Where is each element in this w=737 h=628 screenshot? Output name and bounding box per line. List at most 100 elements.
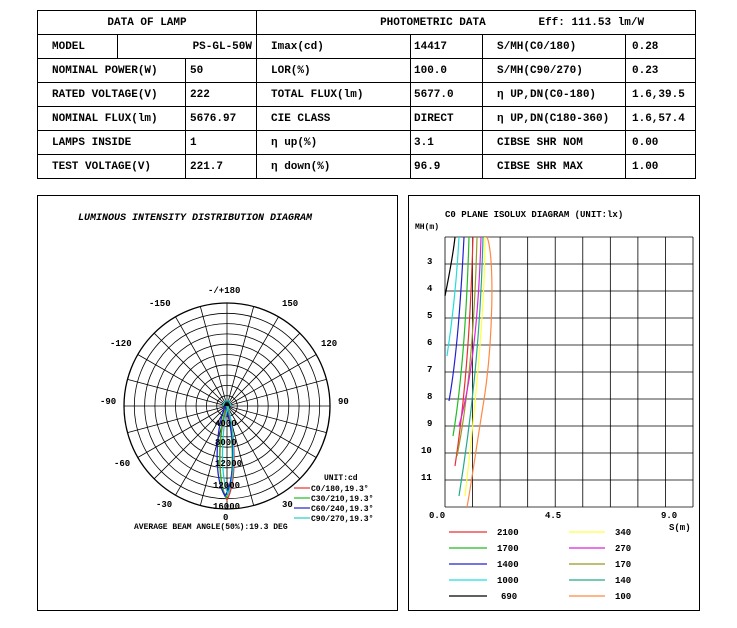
value-test-voltage: 221.7 xyxy=(185,154,257,179)
iso-legend-100: 100 xyxy=(615,592,631,602)
polar-spoke xyxy=(226,405,317,458)
value-eta-up: 3.1 xyxy=(410,130,483,155)
photometric-table: DATA OF LAMP PHOTOMETRIC DATA Eff: 111.5… xyxy=(37,10,696,179)
ytick-5: 5 xyxy=(427,311,432,321)
polar-curves xyxy=(216,399,235,502)
ring-label-4000: 4000 xyxy=(215,419,237,429)
isolux-curve xyxy=(454,236,474,467)
value-imax: 14417 xyxy=(410,34,483,59)
value-smh-c0: 0.28 xyxy=(625,34,696,59)
isolux-ylabel: MH(m) xyxy=(415,223,439,232)
photometric-header: PHOTOMETRIC DATA Eff: 111.53 lm/W xyxy=(256,10,696,35)
value-eta-c0: 1.6,39.5 xyxy=(625,82,696,107)
isolux-curve xyxy=(458,236,484,497)
iso-legend-1700: 1700 xyxy=(497,544,519,554)
value-cibse-nom: 0.00 xyxy=(625,130,696,155)
label-lamps-inside: LAMPS INSIDE xyxy=(37,130,186,155)
ring-label-12000b: 12000 xyxy=(213,481,240,491)
polar-spoke xyxy=(127,405,228,434)
value-eta-down: 96.9 xyxy=(410,154,483,179)
label-cie-class: CIE CLASS xyxy=(256,106,411,131)
label-imax: Imax(cd) xyxy=(256,34,411,59)
polar-spoke xyxy=(226,378,327,407)
label-nominal-power: NOMINAL POWER(W) xyxy=(37,58,186,83)
isolux-curve xyxy=(456,236,478,457)
label-cibse-nom: CIBSE SHR NOM xyxy=(482,130,626,155)
ring-label-12000: 12000 xyxy=(215,459,242,469)
value-nominal-power: 50 xyxy=(185,58,257,83)
ytick-6: 6 xyxy=(427,338,432,348)
polar-upper-lobe xyxy=(222,399,232,407)
isolux-curve xyxy=(458,236,482,427)
label-total-flux: TOTAL FLUX(lm) xyxy=(256,82,411,107)
isolux-curve xyxy=(444,236,456,297)
iso-legend-270: 270 xyxy=(615,544,631,554)
legend-c90: C90/270,19.3° xyxy=(311,515,373,524)
beam-angle: AVERAGE BEAM ANGLE(50%):19.3 DEG xyxy=(134,523,288,532)
angle-label-30: 30 xyxy=(282,500,293,510)
polar-spoke xyxy=(226,405,279,496)
xtick-4-5: 4.5 xyxy=(545,511,561,521)
polar-spoke xyxy=(153,332,228,407)
polar-diagram-panel: LUMINOUS INTENSITY DISTRIBUTION DIAGRAM … xyxy=(37,195,398,611)
ytick-7: 7 xyxy=(427,365,432,375)
polar-spoke xyxy=(226,354,317,407)
iso-legend-170: 170 xyxy=(615,560,631,570)
angle-label-m30: -30 xyxy=(156,500,172,510)
value-total-flux: 5677.0 xyxy=(410,82,483,107)
label-test-voltage: TEST VOLTAGE(V) xyxy=(37,154,186,179)
polar-spoke xyxy=(175,316,228,407)
isolux-curve xyxy=(464,236,486,497)
polar-spoke xyxy=(127,378,228,407)
xtick-0: 0.0 xyxy=(429,511,445,521)
isolux-xlabel: S(m) xyxy=(669,523,691,533)
xtick-9: 9.0 xyxy=(661,511,677,521)
isolux-curve xyxy=(446,236,460,357)
angle-label-120: 120 xyxy=(321,339,337,349)
polar-spoke xyxy=(226,405,327,434)
label-model: MODEL xyxy=(37,34,118,59)
polar-title: LUMINOUS INTENSITY DISTRIBUTION DIAGRAM xyxy=(78,213,313,224)
isolux-curve xyxy=(466,236,493,508)
isolux-diagram: C0 PLANE ISOLUX DIAGRAM (UNIT:lx) MH(m) … xyxy=(415,210,694,602)
angle-label-m90: -90 xyxy=(100,397,116,407)
iso-legend-340: 340 xyxy=(615,528,631,538)
iso-legend-140: 140 xyxy=(615,576,631,586)
iso-legend-2100: 2100 xyxy=(497,528,519,538)
polar-spoke xyxy=(137,354,228,407)
polar-legend: C0/180,19.3° C30/210,19.3° C60/240,19.3°… xyxy=(294,485,373,524)
label-eta-up: η up(%) xyxy=(256,130,411,155)
label-lor: LOR(%) xyxy=(256,58,411,83)
value-lamps-inside: 1 xyxy=(185,130,257,155)
polar-spoke xyxy=(137,405,228,458)
label-rated-voltage: RATED VOLTAGE(V) xyxy=(37,82,186,107)
polar-spoke xyxy=(175,405,228,496)
polar-spoke xyxy=(226,306,255,407)
iso-legend-1400: 1400 xyxy=(497,560,519,570)
ytick-3: 3 xyxy=(427,257,432,267)
label-eta-c0: η UP,DN(C0-180) xyxy=(482,82,626,107)
label-eta-c180: η UP,DN(C180-360) xyxy=(482,106,626,131)
iso-legend-690: 690 xyxy=(501,592,517,602)
legend-c30: C30/210,19.3° xyxy=(311,495,373,504)
efficacy-value: Eff: 111.53 lm/W xyxy=(538,16,645,29)
polar-spoke xyxy=(226,316,279,407)
label-smh-c0: S/MH(C0/180) xyxy=(482,34,626,59)
iso-legend-1000: 1000 xyxy=(497,576,519,586)
isolux-y-ticks: 3 4 5 6 7 8 9 10 11 xyxy=(421,257,433,483)
angle-label-180: -/+180 xyxy=(208,286,240,296)
value-nominal-flux: 5676.97 xyxy=(185,106,257,131)
label-nominal-flux: NOMINAL FLUX(lm) xyxy=(37,106,186,131)
isolux-diagram-panel: C0 PLANE ISOLUX DIAGRAM (UNIT:lx) MH(m) … xyxy=(408,195,700,611)
ytick-9: 9 xyxy=(427,419,432,429)
ytick-10: 10 xyxy=(421,446,432,456)
label-eta-down: η down(%) xyxy=(256,154,411,179)
value-lor: 100.0 xyxy=(410,58,483,83)
ring-label-16000: 16000 xyxy=(213,502,240,512)
angle-label-m120: -120 xyxy=(110,339,132,349)
isolux-curve xyxy=(452,236,470,437)
polar-spoke xyxy=(153,405,228,480)
lamp-data-header: DATA OF LAMP xyxy=(37,10,257,35)
value-cibse-max: 1.00 xyxy=(625,154,696,179)
polar-spoke xyxy=(226,332,301,407)
